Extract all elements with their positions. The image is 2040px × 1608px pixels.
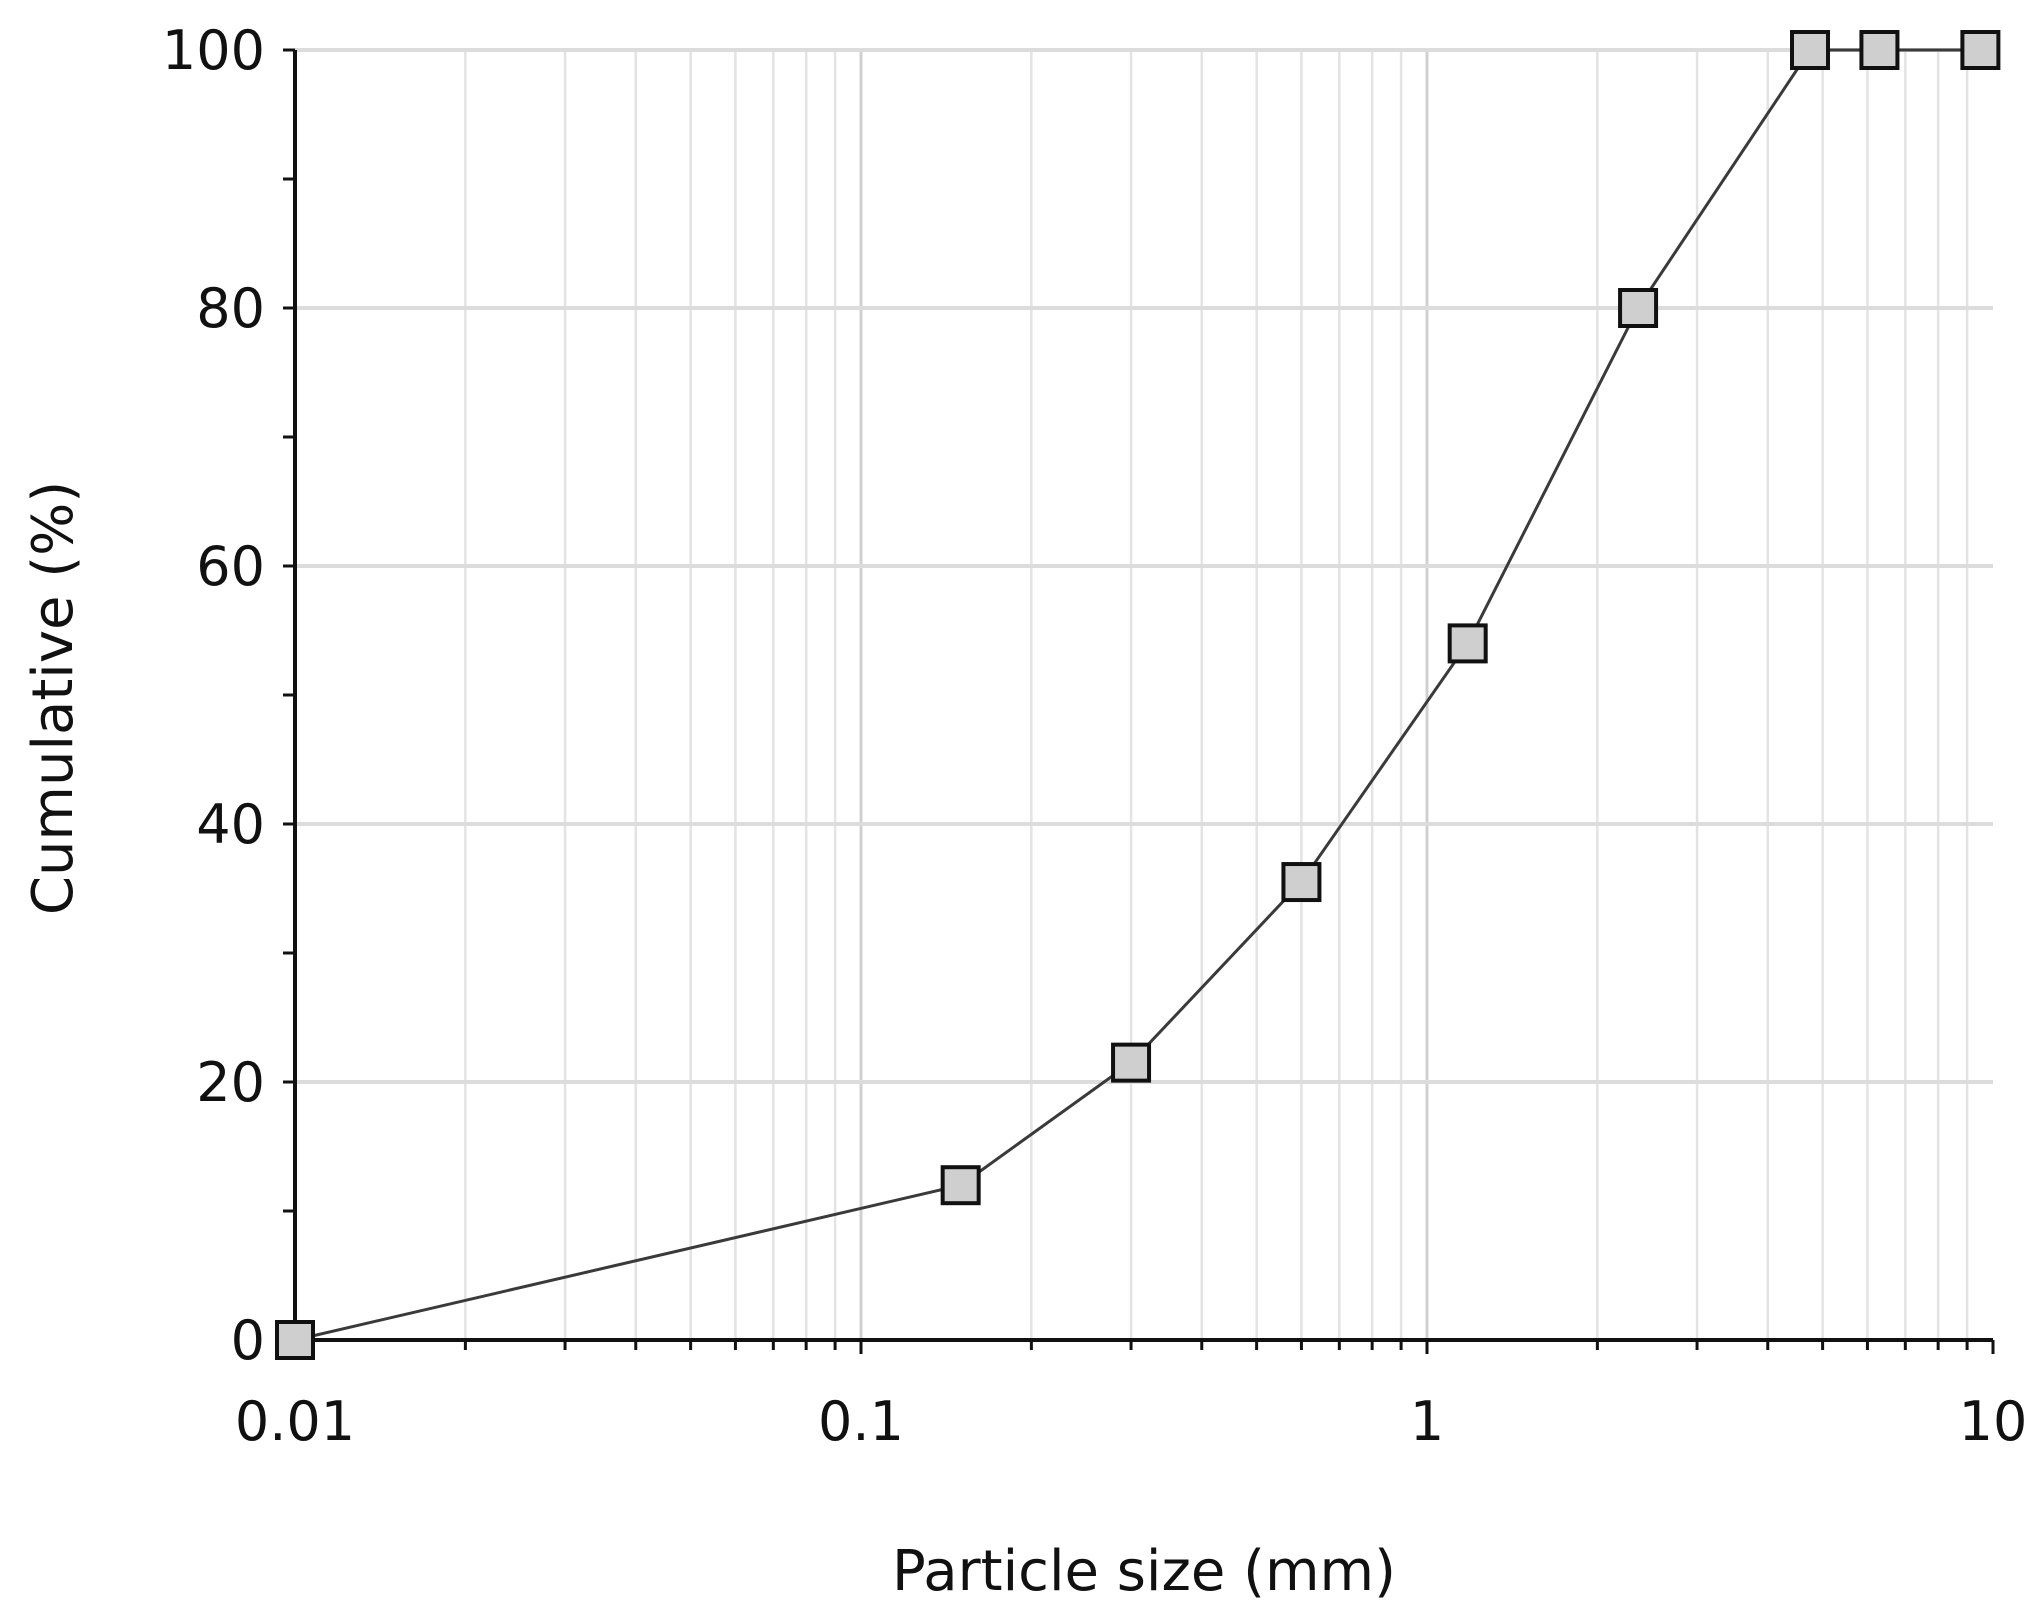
x-tick-label: 0.01 bbox=[235, 1390, 355, 1453]
data-point-marker bbox=[1618, 288, 1659, 328]
data-point-marker bbox=[275, 1320, 315, 1360]
series-line bbox=[294, 48, 1981, 1342]
y-tick-label: 60 bbox=[196, 535, 265, 598]
x-tick-label: 0.1 bbox=[818, 1390, 904, 1453]
data-point-marker bbox=[1960, 30, 2001, 70]
data-point-marker bbox=[1790, 30, 1831, 70]
data-point-marker bbox=[940, 1165, 981, 1206]
data-point-marker bbox=[1281, 862, 1322, 903]
axes bbox=[283, 48, 1995, 1354]
y-tick-label: 80 bbox=[196, 277, 265, 340]
x-tick-label: 10 bbox=[1959, 1390, 2028, 1453]
y-tick-label: 40 bbox=[196, 793, 265, 856]
grid-lines bbox=[295, 48, 1993, 1340]
data-series bbox=[275, 30, 2001, 1360]
x-axis-title: Particle size (mm) bbox=[892, 1539, 1396, 1604]
data-point-marker bbox=[1859, 30, 1900, 70]
tick-labels: 0 20 40 60 80 100 0.01 0.1 1 10 bbox=[162, 19, 2027, 1453]
data-point-marker bbox=[1111, 1042, 1152, 1083]
y-axis-title: Cumulative (%) bbox=[21, 481, 86, 915]
x-tick-label: 1 bbox=[1410, 1390, 1444, 1453]
y-tick-label: 100 bbox=[162, 19, 265, 82]
y-tick-label: 20 bbox=[196, 1051, 265, 1114]
y-tick-label: 0 bbox=[231, 1309, 265, 1372]
data-point-marker bbox=[1447, 623, 1488, 664]
